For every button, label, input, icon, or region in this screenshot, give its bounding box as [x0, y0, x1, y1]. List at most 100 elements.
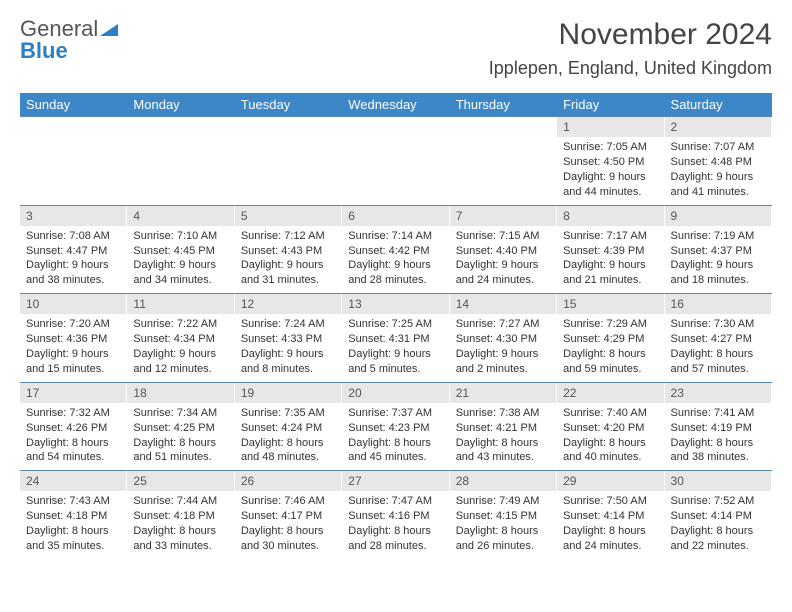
calendar-grid: 1Sunrise: 7:05 AMSunset: 4:50 PMDaylight… — [20, 116, 772, 559]
month-title: November 2024 — [489, 18, 772, 52]
day-cell: 7Sunrise: 7:15 AMSunset: 4:40 PMDaylight… — [450, 206, 557, 294]
daylight-text: Daylight: 9 hours and 44 minutes. — [563, 170, 657, 200]
daylight-text: Daylight: 9 hours and 8 minutes. — [241, 347, 335, 377]
day-cell: 30Sunrise: 7:52 AMSunset: 4:14 PMDayligh… — [665, 471, 772, 559]
daylight-text: Daylight: 9 hours and 38 minutes. — [26, 258, 120, 288]
empty-day — [450, 117, 557, 205]
daylight-text: Daylight: 8 hours and 30 minutes. — [241, 524, 335, 554]
daylight-text: Daylight: 8 hours and 54 minutes. — [26, 436, 120, 466]
day-number: 29 — [557, 471, 663, 491]
sunrise-text: Sunrise: 7:44 AM — [133, 494, 227, 509]
weekday-header: Thursday — [450, 93, 557, 116]
week-row: 10Sunrise: 7:20 AMSunset: 4:36 PMDayligh… — [20, 293, 772, 382]
sunrise-text: Sunrise: 7:50 AM — [563, 494, 657, 509]
day-details: Sunrise: 7:20 AMSunset: 4:36 PMDaylight:… — [20, 314, 126, 381]
day-cell: 19Sunrise: 7:35 AMSunset: 4:24 PMDayligh… — [235, 383, 342, 471]
day-number: 16 — [665, 294, 771, 314]
day-number: 4 — [127, 206, 233, 226]
day-cell: 20Sunrise: 7:37 AMSunset: 4:23 PMDayligh… — [342, 383, 449, 471]
sunset-text: Sunset: 4:14 PM — [563, 509, 657, 524]
day-details: Sunrise: 7:19 AMSunset: 4:37 PMDaylight:… — [665, 226, 771, 293]
location-text: Ipplepen, England, United Kingdom — [489, 58, 772, 79]
daylight-text: Daylight: 9 hours and 2 minutes. — [456, 347, 550, 377]
daylight-text: Daylight: 9 hours and 24 minutes. — [456, 258, 550, 288]
day-details: Sunrise: 7:10 AMSunset: 4:45 PMDaylight:… — [127, 226, 233, 293]
sunset-text: Sunset: 4:27 PM — [671, 332, 765, 347]
sunset-text: Sunset: 4:17 PM — [241, 509, 335, 524]
week-row: 24Sunrise: 7:43 AMSunset: 4:18 PMDayligh… — [20, 470, 772, 559]
sunrise-text: Sunrise: 7:08 AM — [26, 229, 120, 244]
day-cell: 22Sunrise: 7:40 AMSunset: 4:20 PMDayligh… — [557, 383, 664, 471]
daylight-text: Daylight: 8 hours and 22 minutes. — [671, 524, 765, 554]
daylight-text: Daylight: 8 hours and 28 minutes. — [348, 524, 442, 554]
day-cell: 29Sunrise: 7:50 AMSunset: 4:14 PMDayligh… — [557, 471, 664, 559]
day-number: 14 — [450, 294, 556, 314]
sunset-text: Sunset: 4:30 PM — [456, 332, 550, 347]
sunset-text: Sunset: 4:16 PM — [348, 509, 442, 524]
sunrise-text: Sunrise: 7:52 AM — [671, 494, 765, 509]
sunrise-text: Sunrise: 7:22 AM — [133, 317, 227, 332]
daylight-text: Daylight: 8 hours and 24 minutes. — [563, 524, 657, 554]
day-details: Sunrise: 7:29 AMSunset: 4:29 PMDaylight:… — [557, 314, 663, 381]
day-details: Sunrise: 7:24 AMSunset: 4:33 PMDaylight:… — [235, 314, 341, 381]
daylight-text: Daylight: 8 hours and 26 minutes. — [456, 524, 550, 554]
sunrise-text: Sunrise: 7:34 AM — [133, 406, 227, 421]
sunset-text: Sunset: 4:29 PM — [563, 332, 657, 347]
daylight-text: Daylight: 8 hours and 33 minutes. — [133, 524, 227, 554]
day-number: 28 — [450, 471, 556, 491]
day-number: 24 — [20, 471, 126, 491]
day-cell: 27Sunrise: 7:47 AMSunset: 4:16 PMDayligh… — [342, 471, 449, 559]
day-cell: 2Sunrise: 7:07 AMSunset: 4:48 PMDaylight… — [665, 117, 772, 205]
day-details: Sunrise: 7:25 AMSunset: 4:31 PMDaylight:… — [342, 314, 448, 381]
empty-day — [20, 117, 127, 205]
sunset-text: Sunset: 4:19 PM — [671, 421, 765, 436]
day-number: 8 — [557, 206, 663, 226]
daylight-text: Daylight: 8 hours and 40 minutes. — [563, 436, 657, 466]
daylight-text: Daylight: 9 hours and 15 minutes. — [26, 347, 120, 377]
day-cell: 23Sunrise: 7:41 AMSunset: 4:19 PMDayligh… — [665, 383, 772, 471]
daylight-text: Daylight: 9 hours and 5 minutes. — [348, 347, 442, 377]
day-details: Sunrise: 7:44 AMSunset: 4:18 PMDaylight:… — [127, 491, 233, 558]
sunset-text: Sunset: 4:20 PM — [563, 421, 657, 436]
sunrise-text: Sunrise: 7:46 AM — [241, 494, 335, 509]
day-details: Sunrise: 7:22 AMSunset: 4:34 PMDaylight:… — [127, 314, 233, 381]
logo-text: General — [20, 18, 118, 40]
sunset-text: Sunset: 4:33 PM — [241, 332, 335, 347]
daylight-text: Daylight: 8 hours and 51 minutes. — [133, 436, 227, 466]
day-details: Sunrise: 7:49 AMSunset: 4:15 PMDaylight:… — [450, 491, 556, 558]
day-details: Sunrise: 7:40 AMSunset: 4:20 PMDaylight:… — [557, 403, 663, 470]
day-number: 17 — [20, 383, 126, 403]
weekday-header: Wednesday — [342, 93, 449, 116]
day-cell: 10Sunrise: 7:20 AMSunset: 4:36 PMDayligh… — [20, 294, 127, 382]
day-details: Sunrise: 7:43 AMSunset: 4:18 PMDaylight:… — [20, 491, 126, 558]
sunrise-text: Sunrise: 7:10 AM — [133, 229, 227, 244]
sunrise-text: Sunrise: 7:19 AM — [671, 229, 765, 244]
day-details: Sunrise: 7:14 AMSunset: 4:42 PMDaylight:… — [342, 226, 448, 293]
day-cell: 15Sunrise: 7:29 AMSunset: 4:29 PMDayligh… — [557, 294, 664, 382]
weekday-header: Monday — [127, 93, 234, 116]
sunset-text: Sunset: 4:42 PM — [348, 244, 442, 259]
day-cell: 25Sunrise: 7:44 AMSunset: 4:18 PMDayligh… — [127, 471, 234, 559]
sunset-text: Sunset: 4:37 PM — [671, 244, 765, 259]
day-details: Sunrise: 7:35 AMSunset: 4:24 PMDaylight:… — [235, 403, 341, 470]
day-number: 10 — [20, 294, 126, 314]
day-cell: 6Sunrise: 7:14 AMSunset: 4:42 PMDaylight… — [342, 206, 449, 294]
sunset-text: Sunset: 4:23 PM — [348, 421, 442, 436]
sunrise-text: Sunrise: 7:24 AM — [241, 317, 335, 332]
header: General Blue November 2024 Ipplepen, Eng… — [20, 18, 772, 79]
day-number: 22 — [557, 383, 663, 403]
day-number: 3 — [20, 206, 126, 226]
day-number: 25 — [127, 471, 233, 491]
weekday-header: Sunday — [20, 93, 127, 116]
day-details: Sunrise: 7:41 AMSunset: 4:19 PMDaylight:… — [665, 403, 771, 470]
weekday-header: Friday — [557, 93, 664, 116]
day-details: Sunrise: 7:50 AMSunset: 4:14 PMDaylight:… — [557, 491, 663, 558]
sunrise-text: Sunrise: 7:25 AM — [348, 317, 442, 332]
daylight-text: Daylight: 9 hours and 18 minutes. — [671, 258, 765, 288]
empty-day — [235, 117, 342, 205]
sunrise-text: Sunrise: 7:29 AM — [563, 317, 657, 332]
day-number: 18 — [127, 383, 233, 403]
sunset-text: Sunset: 4:18 PM — [133, 509, 227, 524]
sunset-text: Sunset: 4:36 PM — [26, 332, 120, 347]
day-details: Sunrise: 7:32 AMSunset: 4:26 PMDaylight:… — [20, 403, 126, 470]
